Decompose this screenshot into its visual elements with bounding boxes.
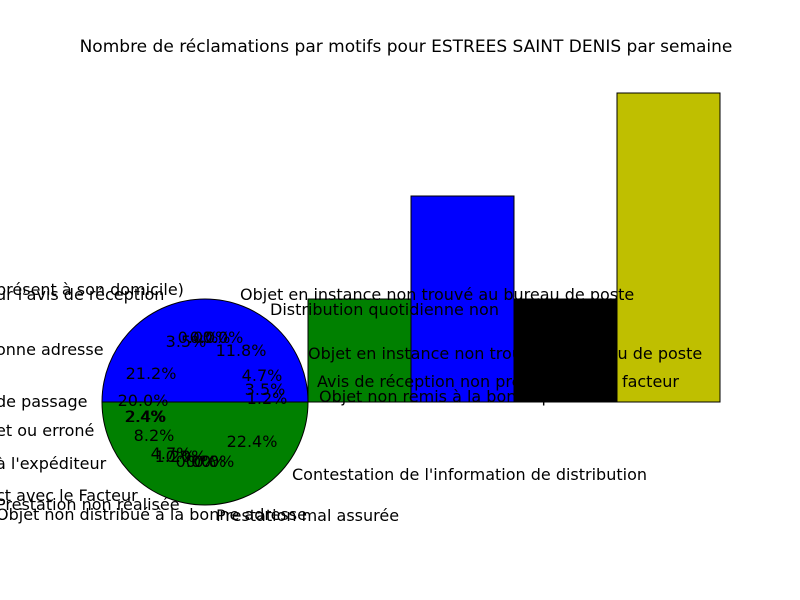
- pie-pct-label-2: 4.7%: [242, 366, 283, 385]
- fragment-objet-non-remis: Objet non remis à la bonne personne: [319, 387, 616, 406]
- bar-2: [410, 195, 515, 403]
- pie-pct-label-6: 0.0%: [194, 452, 235, 471]
- bar-group: [307, 92, 721, 403]
- pie-pct-label-16: 21.2%: [126, 364, 177, 383]
- pie-pct-label-18: 0.0%: [178, 328, 219, 347]
- pie-pct-label-11: 1.2%: [155, 447, 196, 466]
- pie-pct-label-12: 4.7%: [151, 444, 192, 463]
- fragment-distribution-quotidienne: Distribution quotidienne non: [270, 300, 499, 319]
- pie-pct-label-9: 0.0%: [166, 447, 207, 466]
- pie-pct-label-8: 0.0%: [176, 452, 217, 471]
- chart-title: Nombre de réclamations par motifs pour E…: [80, 37, 733, 57]
- pie-pct-label-19: 0.0%: [190, 328, 231, 347]
- bar-1: [307, 298, 412, 403]
- fragment-prestation-mal-assuree: Prestation mal assurée: [216, 506, 399, 525]
- pie-pct-label-1: 11.8%: [216, 341, 267, 360]
- fragment-avis-reception: ur l'avis de réception: [0, 285, 164, 304]
- label-group: présent à son domicile)ur l'avis de réce…: [0, 280, 702, 525]
- fragment-objet-non-distribue: Objet non distribué à la bonne adresse: [0, 505, 307, 524]
- pie-slice-upper: [101, 298, 309, 403]
- bar-3: [513, 298, 618, 403]
- fragment-bonne-adresse: onne adresse: [0, 340, 104, 359]
- fragment-de-passage: de passage: [0, 392, 88, 411]
- pie-pct-label-14: 2.4%: [126, 407, 167, 426]
- fragment-facteur: ct avec le Facteur: [0, 486, 138, 505]
- pie-pct-label-10: 2.4%: [125, 407, 166, 426]
- pie-pct-label-5: 22.4%: [227, 432, 278, 451]
- pie-pct-label-13: 8.2%: [134, 426, 175, 445]
- pie-pct-label-20: 0.0%: [203, 328, 244, 347]
- pie-slice-lower: [101, 401, 309, 506]
- bar-4: [616, 92, 721, 403]
- pie-pct-label-7: 0.0%: [186, 452, 227, 471]
- pie-group: 11.8%4.7%3.5%1.2%22.4%0.0%0.0%0.0%0.0%2.…: [101, 298, 309, 506]
- fragment-expediteur: à l'expéditeur: [0, 454, 107, 473]
- pie-pct-label-17: 3.5%: [166, 332, 207, 351]
- fragment-prestation-non-realisee: Prestation non réalisée: [0, 495, 180, 514]
- fragment-objet-instance-2: Objet en instance non trouvé au bureau d…: [308, 344, 702, 363]
- fragment-contestation: Contestation de l'information de distrib…: [292, 465, 647, 484]
- fragment-errone: et ou erroné: [0, 421, 94, 440]
- fragment-objet-instance: Objet en instance non trouvé au bureau d…: [240, 285, 634, 304]
- pie-pct-label-4: 1.2%: [247, 389, 288, 408]
- pie-pct-label-15: 20.0%: [118, 391, 169, 410]
- pie-pct-label-3: 3.5%: [245, 380, 286, 399]
- fragment-domicile: présent à son domicile): [0, 280, 184, 299]
- fragment-avis-non-presente: Avis de réception non présenté par le fa…: [317, 372, 679, 391]
